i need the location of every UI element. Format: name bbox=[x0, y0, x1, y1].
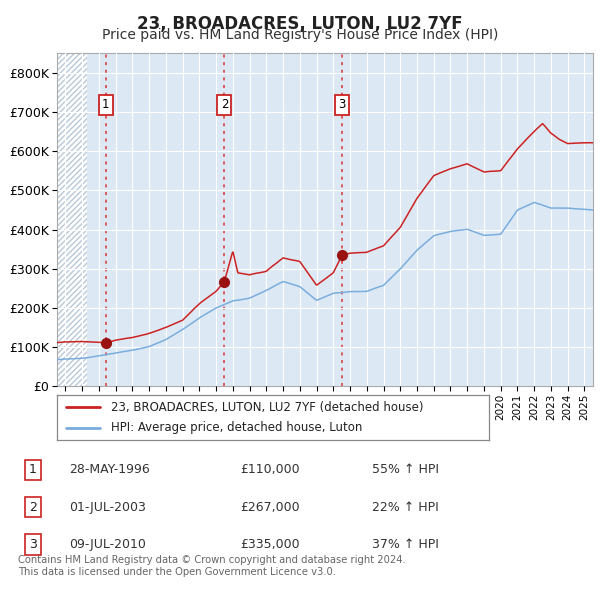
Text: HPI: Average price, detached house, Luton: HPI: Average price, detached house, Luto… bbox=[111, 421, 362, 434]
Text: 2: 2 bbox=[221, 99, 228, 112]
Text: 22% ↑ HPI: 22% ↑ HPI bbox=[372, 500, 439, 514]
Text: 1: 1 bbox=[102, 99, 109, 112]
Text: 3: 3 bbox=[338, 99, 346, 112]
Text: £335,000: £335,000 bbox=[240, 537, 299, 551]
Text: 28-MAY-1996: 28-MAY-1996 bbox=[69, 463, 150, 477]
Text: 37% ↑ HPI: 37% ↑ HPI bbox=[372, 537, 439, 551]
Text: Contains HM Land Registry data © Crown copyright and database right 2024.
This d: Contains HM Land Registry data © Crown c… bbox=[18, 555, 406, 577]
Text: 2: 2 bbox=[29, 500, 37, 514]
Text: 1: 1 bbox=[29, 463, 37, 477]
Text: 55% ↑ HPI: 55% ↑ HPI bbox=[372, 463, 439, 477]
Text: 01-JUL-2003: 01-JUL-2003 bbox=[69, 500, 146, 514]
Text: £267,000: £267,000 bbox=[240, 500, 299, 514]
Text: Price paid vs. HM Land Registry's House Price Index (HPI): Price paid vs. HM Land Registry's House … bbox=[102, 28, 498, 42]
Text: £110,000: £110,000 bbox=[240, 463, 299, 477]
Text: 3: 3 bbox=[29, 537, 37, 551]
Text: 23, BROADACRES, LUTON, LU2 7YF (detached house): 23, BROADACRES, LUTON, LU2 7YF (detached… bbox=[111, 401, 424, 414]
Text: 09-JUL-2010: 09-JUL-2010 bbox=[69, 537, 146, 551]
Text: 23, BROADACRES, LUTON, LU2 7YF: 23, BROADACRES, LUTON, LU2 7YF bbox=[137, 15, 463, 33]
